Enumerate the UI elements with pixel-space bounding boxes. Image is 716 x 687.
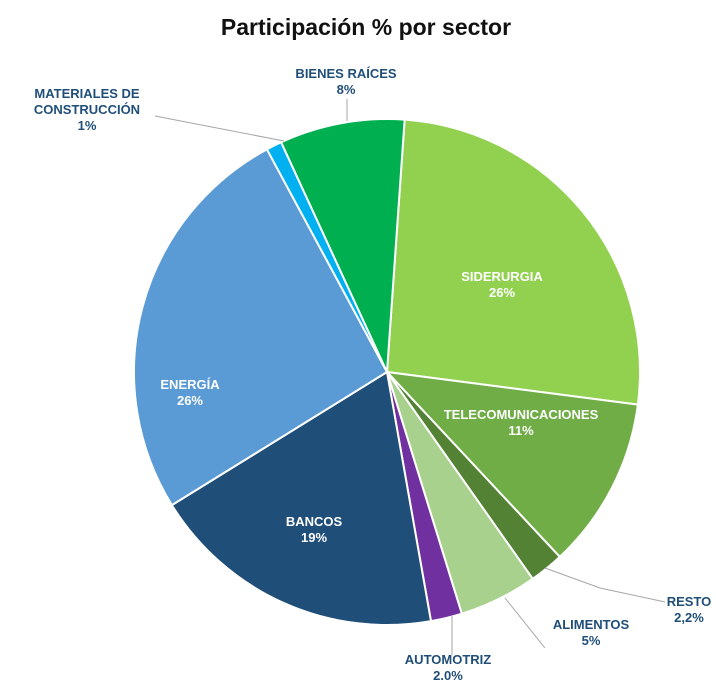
label-name: TELECOMUNICACIONES — [443, 407, 599, 422]
pie-slice — [170, 370, 433, 626]
label-name: MATERIALES DE CONSTRUCCIÓN — [33, 86, 141, 117]
data-label: AUTOMOTRIZ 2.0% — [405, 652, 491, 684]
leader-line — [544, 567, 666, 603]
leader-line — [504, 597, 546, 649]
data-label: BANCOS 19% — [286, 514, 342, 546]
data-label: MATERIALES DE CONSTRUCCIÓN 1% — [22, 86, 152, 134]
pie-slice — [385, 118, 641, 406]
data-label: ALIMENTOS 5% — [553, 617, 629, 649]
pie-slice — [279, 118, 406, 373]
label-name: ENERGÍA — [160, 377, 220, 392]
label-value: 26% — [176, 393, 204, 408]
label-name: SIDERURGIA — [461, 269, 543, 284]
label-value: 1% — [77, 118, 97, 133]
label-name: AUTOMOTRIZ — [404, 652, 492, 667]
label-value: 11% — [508, 423, 534, 438]
label-name: BANCOS — [285, 514, 343, 529]
label-value: 26% — [488, 285, 516, 300]
data-label: TELECOMUNICACIONES 11% — [444, 407, 599, 439]
label-value: 19% — [300, 530, 328, 545]
label-name: ALIMENTOS — [552, 617, 630, 632]
leader-line — [154, 115, 285, 142]
data-label: SIDERURGIA 26% — [461, 269, 543, 301]
label-name: RESTO — [666, 594, 712, 609]
label-value: 2.0% — [433, 668, 463, 683]
data-label: RESTO 2,2% — [667, 594, 712, 626]
chart-title: Participación % por sector — [220, 14, 512, 40]
data-label: ENERGÍA 26% — [160, 377, 219, 409]
pie-slice — [384, 370, 640, 559]
pie-slice — [133, 147, 389, 507]
label-value: 5% — [581, 633, 601, 648]
label-value: 2,2% — [674, 610, 704, 625]
label-name: BIENES RAÍCES — [295, 66, 397, 81]
data-label: BIENES RAÍCES 8% — [295, 66, 396, 98]
label-value: 8% — [336, 82, 356, 97]
